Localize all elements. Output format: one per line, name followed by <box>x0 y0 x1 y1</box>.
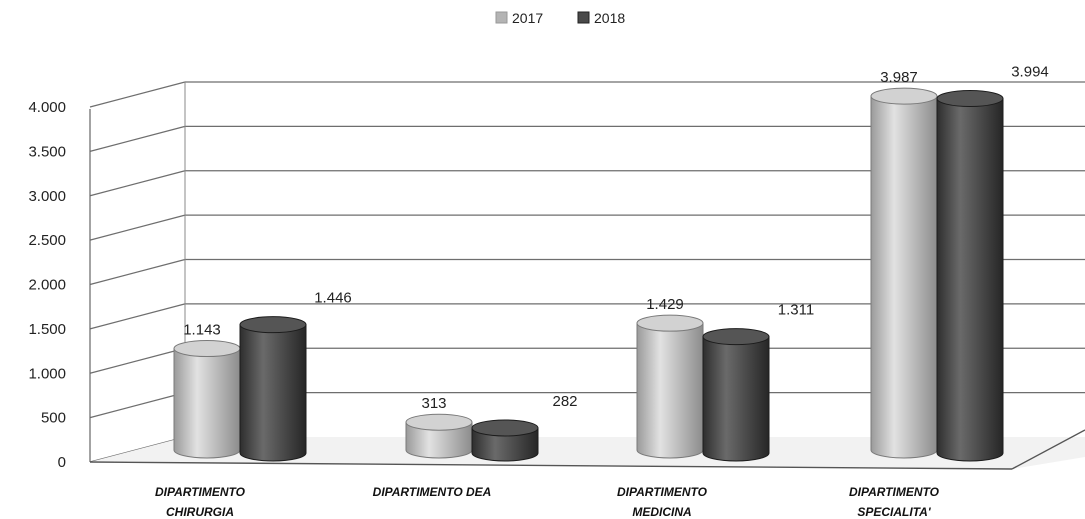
gridline-side <box>89 303 186 330</box>
gridline-side <box>89 214 186 241</box>
data-label: 3.994 <box>1011 64 1049 81</box>
y-tick-label: 1.000 <box>28 365 66 382</box>
y-tick-label: 2.000 <box>28 277 66 294</box>
bar-2017-3 <box>636 314 704 459</box>
y-tick-label: 500 <box>41 410 66 427</box>
legend-swatch-2017 <box>495 11 508 24</box>
gridline-side <box>89 81 186 108</box>
data-label: 313 <box>421 395 446 412</box>
data-label: 3.987 <box>880 69 918 86</box>
x-axis-line <box>89 461 1013 470</box>
axes: 0 500 1.000 1.500 2.000 2.500 3.000 3.500 4.000 <box>28 82 1085 471</box>
data-label: 1.429 <box>646 296 684 313</box>
data-label: 282 <box>552 393 577 410</box>
bar-2018-3 <box>702 328 770 462</box>
bar-2018-1 <box>239 316 307 462</box>
bars <box>173 87 1004 462</box>
category-label: DIPARTIMENTO <box>155 485 246 499</box>
category-label: DIPARTIMENTO DEA <box>373 485 492 499</box>
category-label: CHIRURGIA <box>166 505 234 519</box>
category-label: MEDICINA <box>632 505 691 519</box>
category-label: DIPARTIMENTO <box>617 485 708 499</box>
gridline-side <box>89 391 186 419</box>
floor <box>90 437 1085 469</box>
bar-2017-4 <box>870 87 938 459</box>
bar-2018-2 <box>471 419 539 462</box>
legend: 2017 2018 <box>495 10 625 26</box>
bar-2018-4 <box>936 90 1004 462</box>
gridline-side <box>89 258 186 286</box>
bar-2017-2 <box>405 413 473 459</box>
gridline-side <box>89 347 186 374</box>
floor-edge <box>1011 429 1085 470</box>
legend-label-2018: 2018 <box>594 10 625 26</box>
y-tick-label: 0 <box>58 454 66 471</box>
y-tick-label: 1.500 <box>28 321 66 338</box>
y-tick-label: 4.000 <box>28 99 66 116</box>
gridline-side <box>89 170 186 197</box>
legend-swatch-2018 <box>577 11 590 24</box>
data-label: 1.446 <box>314 290 352 307</box>
labels: 1.143 313 1.429 3.987 1.446 282 1.311 3.994 DIPA… <box>155 64 1049 519</box>
y-tick-label: 3.000 <box>28 188 66 205</box>
y-tick-label: 3.500 <box>28 143 66 160</box>
data-label: 1.143 <box>183 322 221 339</box>
legend-label-2017: 2017 <box>512 10 543 26</box>
y-tick-label: 2.500 <box>28 232 66 249</box>
bar-2017-1 <box>173 340 241 459</box>
category-label: SPECIALITA' <box>857 505 931 519</box>
data-label: 1.311 <box>778 302 814 319</box>
gridline-side <box>89 125 186 153</box>
category-label: DIPARTIMENTO <box>849 485 940 499</box>
